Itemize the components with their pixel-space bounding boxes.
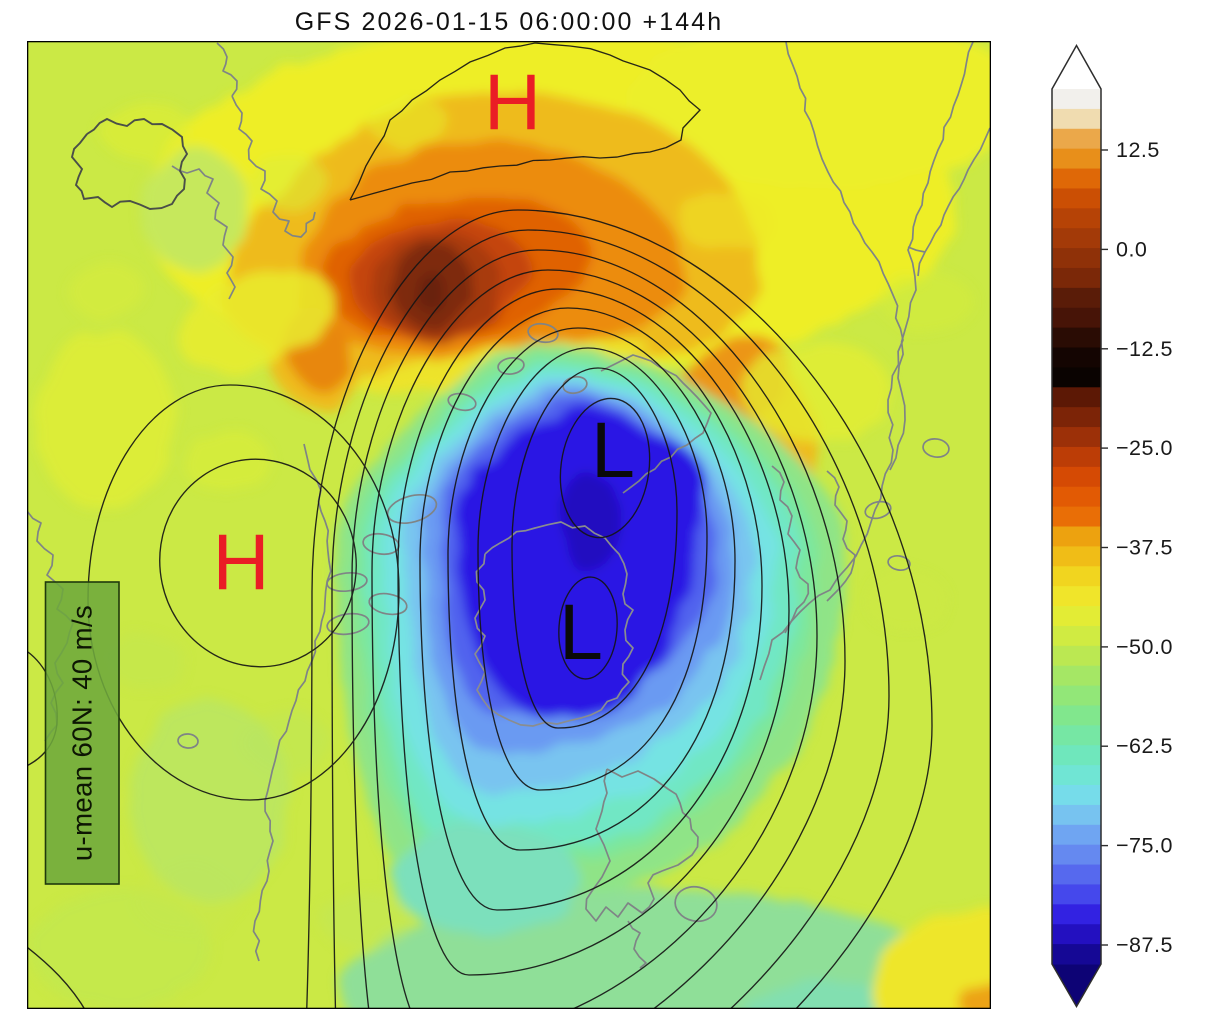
svg-text:L: L	[559, 587, 603, 676]
svg-text:−25.0: −25.0	[1116, 436, 1173, 460]
svg-text:−37.5: −37.5	[1116, 536, 1173, 560]
svg-text:12.5: 12.5	[1116, 138, 1160, 162]
svg-text:−12.5: −12.5	[1116, 337, 1173, 361]
svg-text:−75.0: −75.0	[1116, 834, 1173, 858]
svg-text:u-mean 60N: 40 m/s: u-mean 60N: 40 m/s	[67, 605, 98, 861]
svg-text:−62.5: −62.5	[1116, 734, 1173, 758]
svg-text:−87.5: −87.5	[1116, 933, 1173, 957]
svg-text:0.0: 0.0	[1116, 237, 1147, 261]
svg-text:H: H	[484, 57, 541, 146]
svg-text:−50.0: −50.0	[1116, 635, 1173, 659]
svg-text:H: H	[212, 517, 269, 606]
svg-text:L: L	[591, 405, 635, 494]
